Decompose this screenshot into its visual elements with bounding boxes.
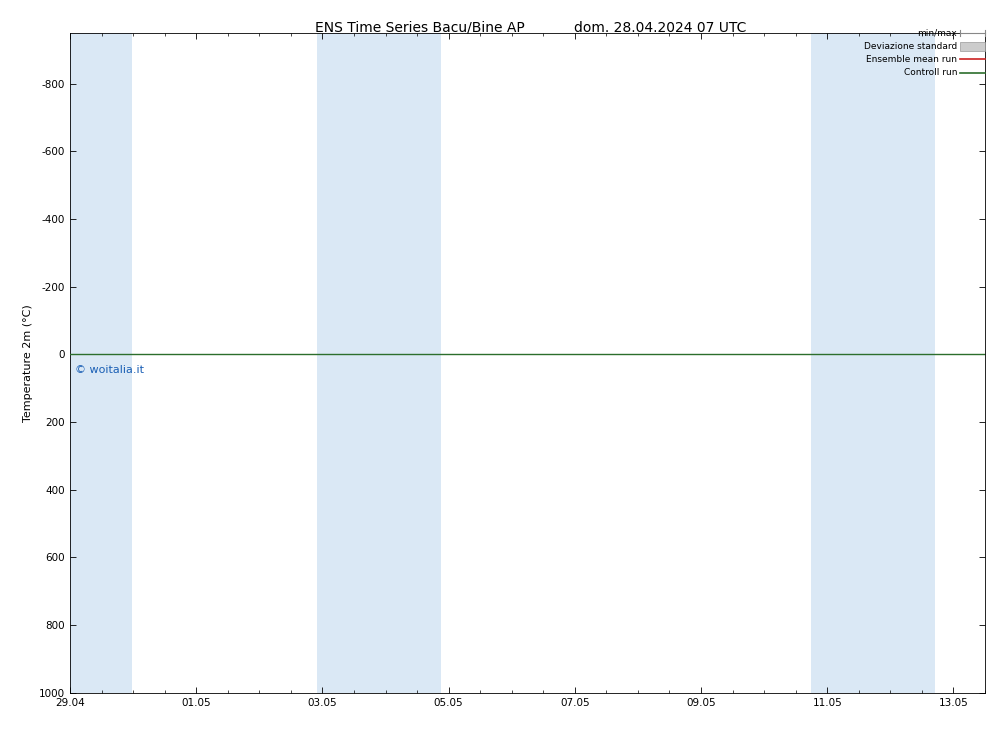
Bar bbox=[70, 33, 132, 693]
Bar bbox=[811, 33, 935, 693]
Text: min/max: min/max bbox=[917, 29, 957, 37]
Text: Deviazione standard: Deviazione standard bbox=[864, 42, 957, 51]
Y-axis label: Temperature 2m (°C): Temperature 2m (°C) bbox=[23, 304, 33, 421]
Text: © woitalia.it: © woitalia.it bbox=[75, 365, 144, 375]
Text: Controll run: Controll run bbox=[904, 68, 957, 77]
Text: Ensemble mean run: Ensemble mean run bbox=[866, 55, 957, 64]
Bar bbox=[317, 33, 441, 693]
Text: ENS Time Series Bacu/Bine AP: ENS Time Series Bacu/Bine AP bbox=[315, 21, 525, 34]
Text: dom. 28.04.2024 07 UTC: dom. 28.04.2024 07 UTC bbox=[574, 21, 746, 34]
